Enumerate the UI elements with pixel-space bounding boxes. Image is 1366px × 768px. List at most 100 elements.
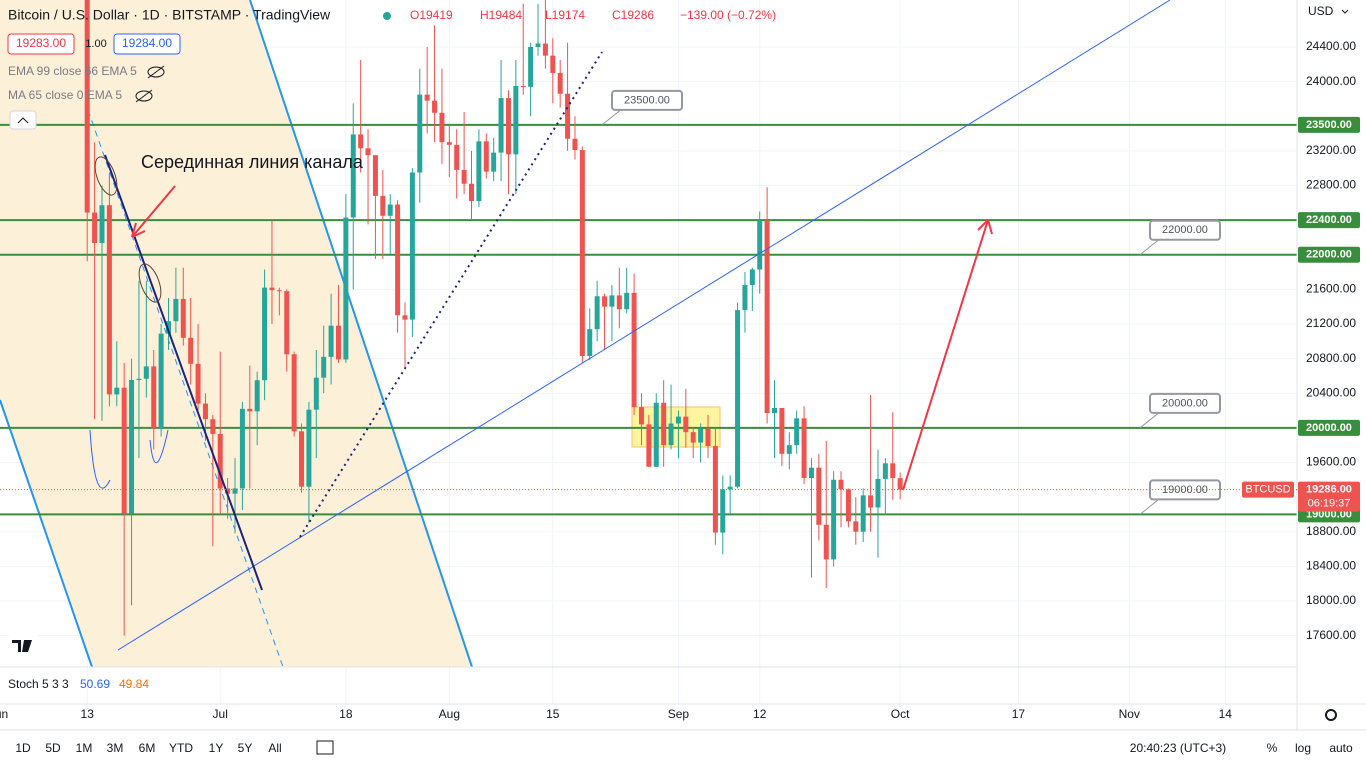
range-button[interactable]: 1D bbox=[15, 741, 31, 755]
auto-toggle[interactable]: auto bbox=[1329, 741, 1353, 755]
callout-pointer bbox=[601, 108, 623, 126]
candle-body bbox=[698, 428, 704, 443]
arrow bbox=[902, 219, 989, 491]
candle-body bbox=[350, 134, 356, 218]
candle-body bbox=[853, 521, 859, 532]
candle-body bbox=[505, 98, 511, 155]
candle-body bbox=[424, 94, 430, 101]
y-tick-label: 17600.00 bbox=[1306, 628, 1356, 642]
candle-body bbox=[409, 172, 415, 320]
candle-body bbox=[284, 291, 290, 355]
hide-icon[interactable] bbox=[147, 65, 165, 79]
candle-body bbox=[712, 446, 718, 533]
candle-body bbox=[675, 416, 681, 424]
x-tick-label: 15 bbox=[546, 707, 560, 721]
y-tick-label: 20800.00 bbox=[1306, 351, 1356, 365]
candle-body bbox=[779, 407, 785, 454]
ohlc-close: C19286 bbox=[612, 8, 654, 22]
currency[interactable]: USD bbox=[1308, 4, 1334, 18]
range-button[interactable]: All bbox=[268, 741, 281, 755]
candle-body bbox=[646, 424, 652, 467]
y-tick-label: 22800.00 bbox=[1306, 178, 1356, 192]
candle-body bbox=[638, 407, 644, 425]
symbol-tag-label: BTCUSD bbox=[1245, 484, 1290, 496]
candle-body bbox=[705, 428, 711, 447]
y-tick-label: 23200.00 bbox=[1306, 143, 1356, 157]
candle-body bbox=[202, 403, 208, 420]
candle-body bbox=[254, 380, 260, 412]
bid-price[interactable]: 19283.00 bbox=[16, 36, 66, 50]
candle-body bbox=[786, 445, 792, 454]
candle-body bbox=[188, 337, 194, 364]
x-tick-label: Aug bbox=[439, 707, 460, 721]
candle-body bbox=[276, 290, 282, 292]
x-tick-label: 14 bbox=[1219, 707, 1233, 721]
indicator[interactable]: EMA 99 close 66 EMA 5 bbox=[8, 64, 137, 78]
candle-body bbox=[432, 100, 438, 113]
candle-body bbox=[143, 366, 149, 379]
candle-body bbox=[557, 72, 563, 94]
last-price-label: 19286.00 bbox=[1306, 484, 1352, 496]
x-tick-label: Nov bbox=[1119, 707, 1140, 721]
x-tick-label: 17 bbox=[1012, 707, 1026, 721]
range-button[interactable]: YTD bbox=[169, 741, 193, 755]
collapse-button[interactable] bbox=[9, 110, 37, 130]
range-button[interactable]: 5D bbox=[45, 741, 61, 755]
candle-body bbox=[358, 134, 364, 149]
candle-body bbox=[306, 409, 312, 487]
range-button[interactable]: 1Y bbox=[209, 741, 224, 755]
candle-body bbox=[372, 155, 378, 196]
candle-body bbox=[173, 298, 179, 322]
candle-body bbox=[624, 292, 630, 310]
candle-body bbox=[269, 287, 275, 291]
range-button[interactable]: 6M bbox=[139, 741, 156, 755]
level-axis-label: 22400.00 bbox=[1306, 214, 1352, 226]
candle-body bbox=[602, 296, 608, 307]
candle-body bbox=[653, 402, 659, 467]
indicator[interactable]: MA 65 close 0 EMA 5 bbox=[8, 88, 122, 102]
candle-body bbox=[476, 141, 482, 202]
candle-body bbox=[757, 220, 763, 270]
median-line bbox=[104, 154, 263, 591]
sell-box[interactable] bbox=[7, 33, 75, 55]
candle-body bbox=[328, 325, 334, 357]
countdown: 06:19:37 bbox=[1308, 498, 1351, 510]
candle-body bbox=[838, 479, 844, 490]
candle-body bbox=[772, 407, 778, 414]
percent-toggle[interactable]: % bbox=[1267, 741, 1278, 755]
ask-price[interactable]: 19284.00 bbox=[122, 36, 172, 50]
candle-body bbox=[860, 495, 866, 532]
range-button[interactable]: 3M bbox=[107, 741, 124, 755]
candle-body bbox=[683, 416, 689, 433]
y-tick-label: 24000.00 bbox=[1306, 74, 1356, 88]
circle-mark bbox=[94, 156, 118, 196]
buy-box[interactable] bbox=[113, 33, 181, 55]
candle-body bbox=[816, 467, 822, 525]
range-button[interactable]: 1M bbox=[76, 741, 93, 755]
stoch-name: Stoch 5 3 3 bbox=[8, 677, 69, 691]
candle-body bbox=[845, 489, 851, 522]
candle-body bbox=[106, 205, 112, 395]
settings-icon[interactable] bbox=[1325, 709, 1337, 721]
candle-body bbox=[550, 55, 556, 73]
candle-body bbox=[114, 387, 120, 395]
y-tick-label: 18400.00 bbox=[1306, 559, 1356, 573]
candle-body bbox=[299, 431, 305, 487]
candle-body bbox=[616, 295, 622, 310]
candle-body bbox=[380, 195, 386, 216]
y-tick-label: 24400.00 bbox=[1306, 39, 1356, 53]
candle-body bbox=[262, 287, 268, 381]
hide-icon[interactable] bbox=[135, 89, 153, 103]
arrow-head bbox=[977, 219, 993, 235]
candle-body bbox=[594, 296, 600, 330]
x-tick-label: 13 bbox=[81, 707, 95, 721]
date-range-icon[interactable] bbox=[316, 740, 334, 755]
range-button[interactable]: 5Y bbox=[238, 741, 253, 755]
log-toggle[interactable]: log bbox=[1295, 741, 1311, 755]
candle-body bbox=[84, 0, 90, 213]
ohlc-high: H19484 bbox=[480, 8, 522, 22]
candle-body bbox=[239, 408, 245, 489]
candle-body bbox=[217, 433, 223, 489]
candle-body bbox=[868, 495, 874, 508]
collapse-icon bbox=[17, 117, 29, 124]
